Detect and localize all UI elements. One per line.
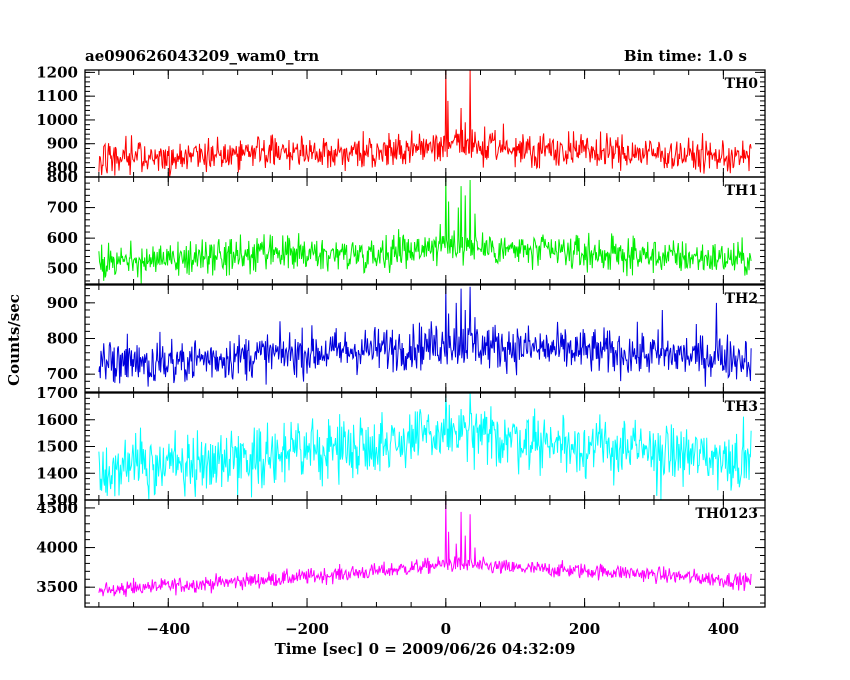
panel-label: TH2 xyxy=(725,291,758,307)
series-line-th1 xyxy=(98,177,752,284)
series-line-th2 xyxy=(98,286,752,387)
panel-frame xyxy=(84,176,766,285)
chart-title: ae090626043209_wam0_trn xyxy=(85,47,319,65)
y-tick-label: 800 xyxy=(47,158,78,176)
y-tick-label: 1500 xyxy=(36,438,78,456)
panel-th3: 1300 1400 1500 1600 1700 TH3 xyxy=(36,384,766,509)
x-tick-labels: −400 −200 0 200 400 xyxy=(146,620,739,638)
y-tick-label: 4500 xyxy=(36,499,78,517)
panel-frame xyxy=(84,499,766,608)
x-tick-label: 400 xyxy=(708,620,739,638)
y-tick-label: 4000 xyxy=(36,539,78,557)
y-tick-label: 900 xyxy=(47,135,78,153)
y-tick-label: 1300 xyxy=(36,491,78,509)
panel-label: TH0 xyxy=(725,76,759,92)
y-tick-label: 900 xyxy=(47,294,78,312)
x-tick-label: −400 xyxy=(146,620,190,638)
series-line-th0 xyxy=(98,70,752,177)
panel-th2: 700 800 900 TH2 xyxy=(47,284,766,393)
series-line-th0123 xyxy=(98,500,752,597)
panel-label: TH1 xyxy=(725,183,758,199)
panel-th0123: 3500 4000 4500 TH0123 xyxy=(36,499,766,608)
y-tick-label: 1000 xyxy=(36,111,78,129)
bin-time-label: Bin time: 1.0 s xyxy=(624,47,747,65)
panel-label: TH0123 xyxy=(695,506,758,522)
x-tick-label: 200 xyxy=(569,620,600,638)
y-tick-label: 3500 xyxy=(36,578,78,596)
y-tick-label: 1600 xyxy=(36,411,78,429)
x-axis-label: Time [sec] 0 = 2009/06/26 04:32:09 xyxy=(275,640,576,658)
series-line-th3 xyxy=(98,393,752,500)
y-tick-label: 800 xyxy=(47,168,78,186)
y-tick-label: 700 xyxy=(47,365,78,383)
y-tick-label: 600 xyxy=(47,229,78,247)
panel-th1: 500 600 700 800 TH1 xyxy=(47,168,766,285)
panel-th0: 800 900 1000 1100 1200 TH0 xyxy=(36,63,766,178)
y-axis-label: Counts/sec xyxy=(5,294,23,386)
y-tick-label: 1400 xyxy=(36,464,78,482)
y-tick-label: 800 xyxy=(47,330,78,348)
x-tick-label: 0 xyxy=(441,620,451,638)
y-tick-label: 500 xyxy=(47,260,78,278)
y-tick-label: 1700 xyxy=(36,384,78,402)
panel-label: TH3 xyxy=(725,399,758,415)
y-tick-label: 700 xyxy=(47,199,78,217)
panels-group: 800 900 1000 1100 1200 TH0 500 600 700 800 TH1 700 8… xyxy=(36,63,766,608)
y-tick-label: 1200 xyxy=(36,63,78,81)
y-tick-label: 1100 xyxy=(36,87,78,105)
x-tick-label: −200 xyxy=(285,620,329,638)
